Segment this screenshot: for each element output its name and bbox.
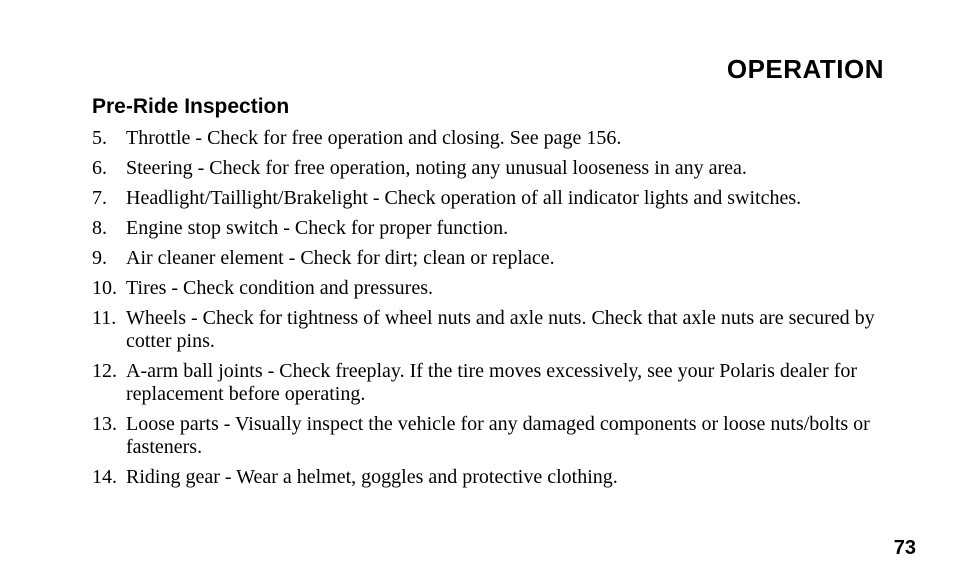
manual-page: OPERATION Pre-Ride Inspection Throttle -… bbox=[0, 0, 954, 588]
inspection-list: Throttle - Check for free operation and … bbox=[92, 127, 884, 489]
list-item: Headlight/Taillight/Brakelight - Check o… bbox=[126, 187, 884, 210]
list-item: Riding gear - Wear a helmet, goggles and… bbox=[126, 466, 884, 489]
chapter-title: OPERATION bbox=[92, 54, 884, 85]
list-item: Air cleaner element - Check for dirt; cl… bbox=[126, 247, 884, 270]
section-title: Pre-Ride Inspection bbox=[92, 95, 884, 119]
list-item: Loose parts - Visually inspect the vehic… bbox=[126, 413, 884, 459]
page-number: 73 bbox=[894, 537, 916, 560]
list-item: Steering - Check for free operation, not… bbox=[126, 157, 884, 180]
list-item: Tires - Check condition and pressures. bbox=[126, 277, 884, 300]
list-item: A-arm ball joints - Check freeplay. If t… bbox=[126, 360, 884, 406]
list-item: Wheels - Check for tightness of wheel nu… bbox=[126, 307, 884, 353]
list-item: Engine stop switch - Check for proper fu… bbox=[126, 217, 884, 240]
list-item: Throttle - Check for free operation and … bbox=[126, 127, 884, 150]
